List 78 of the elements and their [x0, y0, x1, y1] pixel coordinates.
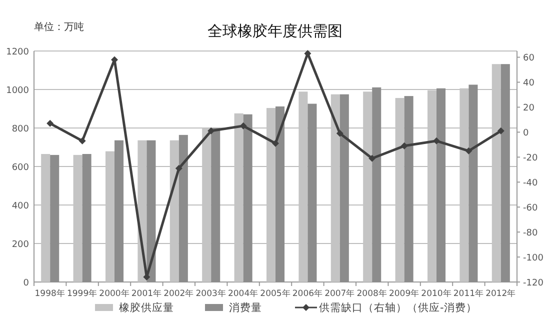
bar [266, 108, 276, 282]
point [240, 122, 247, 130]
x-tick-label: 2010年 [421, 288, 452, 299]
y-tick-label: 800 [12, 124, 30, 134]
y-tick-label: 1000 [6, 86, 30, 96]
point [46, 120, 54, 127]
legend-label: 消费量 [229, 301, 262, 314]
x-tick-label: 1998年 [34, 288, 66, 299]
x-tick-label: 2011年 [453, 288, 484, 299]
y-tick-label: 600 [12, 163, 30, 173]
y-tick-label: 0 [23, 278, 30, 288]
bar [178, 134, 188, 282]
legend-label: 供需缺口（右轴）（供应-消费） [319, 301, 477, 314]
x-tick-label: 1999年 [66, 288, 98, 299]
bar [146, 140, 156, 282]
bar [170, 140, 179, 282]
bar [202, 128, 212, 282]
bar [340, 94, 349, 282]
point [433, 137, 440, 144]
point [400, 142, 408, 150]
point [465, 147, 472, 154]
bar [50, 154, 60, 282]
bar [211, 128, 220, 282]
point [272, 140, 279, 147]
bar [114, 140, 124, 282]
point [497, 127, 504, 134]
bar [105, 151, 114, 282]
y2-tick-label: 60 [523, 54, 535, 64]
bar [372, 87, 382, 282]
x-tick-label: 2012年 [486, 288, 516, 299]
x-tick-label: 2005年 [260, 288, 291, 299]
point [336, 130, 344, 137]
bar [276, 106, 285, 282]
bar [395, 98, 404, 282]
x-tick-label: 2000年 [99, 288, 130, 299]
y2-tick-label: -100 [523, 254, 544, 264]
bar [492, 64, 501, 282]
bar [363, 92, 372, 282]
bar [308, 104, 317, 282]
bar [243, 114, 252, 282]
bar [404, 96, 414, 282]
bar [298, 92, 308, 282]
legend-label: 橡胶供应量 [119, 301, 174, 314]
text: 单位：万吨 [34, 21, 84, 33]
x-tick-label: 2004年 [228, 288, 259, 299]
bar [500, 64, 510, 282]
y-tick-label: 200 [12, 240, 30, 250]
y2-tick-label: 0 [523, 128, 529, 139]
bar [330, 94, 340, 282]
bar [460, 88, 469, 282]
x-tick-label: 2009年 [388, 288, 420, 299]
point [368, 154, 376, 162]
bar [41, 154, 50, 282]
y2-tick-label: -40 [523, 178, 538, 189]
bar [468, 84, 478, 282]
bar [436, 88, 446, 282]
point [208, 127, 215, 134]
chart-title: 全球橡胶年度供需图 [208, 22, 342, 40]
bar [427, 90, 436, 282]
y2-tick-label: 20 [523, 104, 535, 114]
y2-tick-label: -80 [523, 228, 538, 239]
point [78, 137, 86, 144]
x-tick-label: 2007年 [324, 288, 356, 299]
y2-tick-label: 40 [523, 78, 535, 89]
x-tick-label: 2001年 [131, 288, 162, 299]
bar [73, 154, 82, 282]
x-tick-label: 2002年 [164, 288, 194, 299]
y2-tick-label: -120 [523, 278, 544, 288]
y2-tick-label: -20 [523, 154, 538, 164]
x-tick-label: 2008年 [356, 288, 388, 299]
x-tick-label: 2003年 [196, 288, 226, 299]
x-tick-label: 2006年 [292, 288, 324, 299]
y-tick-label: 400 [12, 202, 30, 212]
point [175, 164, 182, 172]
y-tick-label: 1200 [6, 48, 30, 58]
bar [82, 154, 92, 282]
y2-tick-label: -60 [523, 204, 538, 214]
bar [234, 113, 244, 282]
